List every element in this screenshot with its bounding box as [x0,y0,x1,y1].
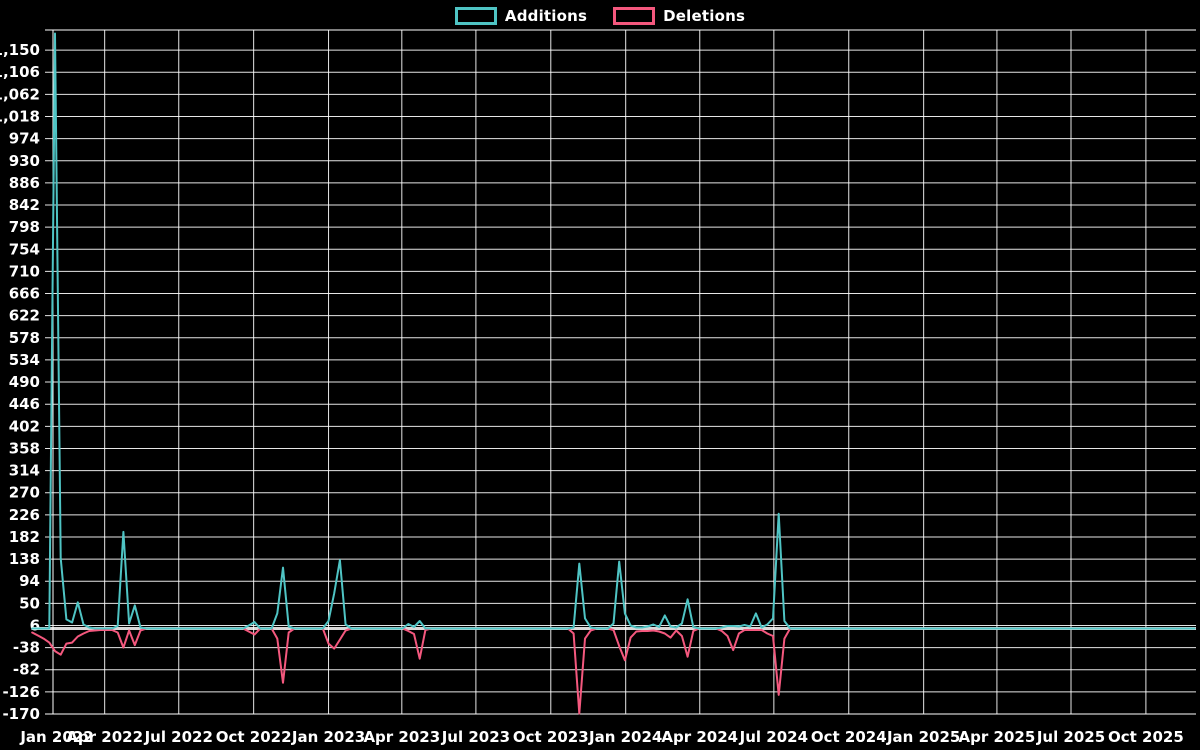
y-tick-label: 1,150 [0,41,40,59]
gridlines [45,30,1196,715]
x-tick-label: Apr 2024 [661,728,738,746]
x-tick-label: Jan 2022 [19,728,93,746]
y-tick-label: 622 [9,307,40,325]
y-tick-label: 842 [9,196,40,214]
y-tick-label: 358 [9,439,40,457]
x-tick-label: Jan 2023 [291,728,365,746]
y-tick-label: 710 [9,262,40,280]
y-axis-labels: -170 -126 -82 -38 6 50 94 138 182 226 270 314 358 402… [0,41,40,723]
y-tick-label: 226 [9,506,40,524]
x-tick-label: Jul 2022 [144,728,213,746]
additions-swatch-icon [454,7,497,25]
y-tick-label: 666 [9,285,40,303]
y-tick-label: 1,018 [0,108,40,126]
chart-legend: Additions Deletions [0,7,1200,25]
deletions-legend-label: Deletions [663,7,746,25]
x-tick-label: Apr 2023 [363,728,440,746]
legend-item-deletions[interactable]: Deletions [613,7,745,25]
y-tick-label: 798 [9,218,40,236]
y-tick-label: 534 [9,351,40,369]
legend-item-additions[interactable]: Additions [454,7,588,25]
y-tick-label: 50 [19,594,40,612]
x-tick-label: Oct 2022 [216,728,292,746]
y-tick-label: 754 [9,240,40,258]
y-tick-label: 1,062 [0,85,40,103]
y-tick-label: 974 [9,130,40,148]
y-tick-label: 402 [9,417,40,435]
x-tick-label: Jul 2023 [441,728,510,746]
x-tick-label: Oct 2025 [1108,728,1184,746]
y-tick-label: 886 [9,174,40,192]
x-tick-label: Jul 2024 [739,728,808,746]
x-tick-label: Jul 2025 [1036,728,1105,746]
x-tick-label: Apr 2022 [66,728,143,746]
y-tick-label: 6 [30,616,40,634]
x-tick-label: Apr 2025 [959,728,1036,746]
y-tick-label: 314 [9,462,40,480]
deletions-line [31,627,1196,715]
y-tick-label: -82 [13,661,40,679]
y-tick-label: 1,106 [0,63,40,81]
y-tick-label: 930 [9,152,40,170]
y-tick-label: 270 [9,484,40,502]
x-tick-label: Jan 2024 [588,728,662,746]
deletions-swatch-icon [613,7,656,25]
y-tick-label: 182 [9,528,40,546]
y-tick-label: -38 [13,639,40,657]
y-tick-label: 94 [19,572,40,590]
y-tick-label: 138 [9,550,40,568]
additions-legend-label: Additions [504,7,588,25]
y-tick-label: 490 [9,373,40,391]
y-tick-label: 578 [9,329,40,347]
axis-lines [45,29,1196,715]
x-tick-label: Oct 2023 [513,728,589,746]
y-tick-label: -170 [2,705,40,723]
y-tick-label: 446 [9,395,40,413]
y-tick-label: -126 [2,683,40,701]
x-tick-label: Oct 2024 [811,728,887,746]
additions-line [31,32,1196,630]
x-tick-label: Jan 2025 [886,728,960,746]
